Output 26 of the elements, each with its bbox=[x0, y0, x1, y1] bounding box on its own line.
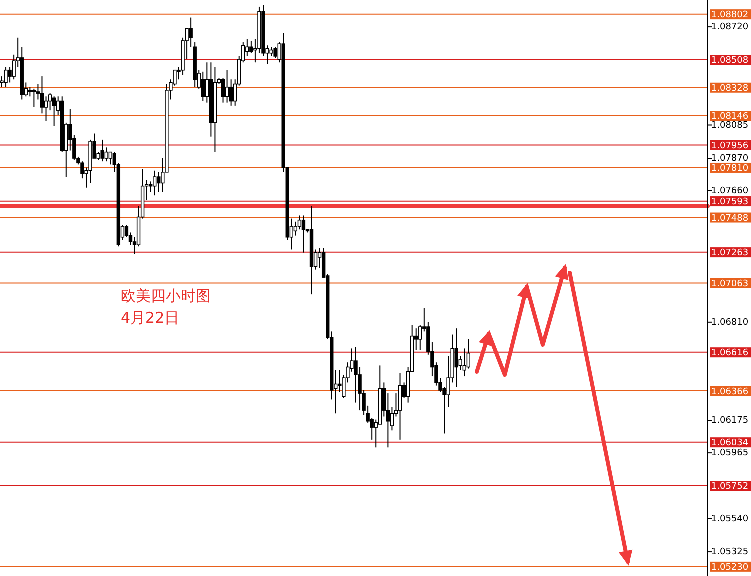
y-tick-label: 1.06810 bbox=[711, 318, 749, 328]
ref-line-label: 1.07593 bbox=[711, 198, 749, 208]
y-tick-label: 1.07660 bbox=[711, 186, 749, 196]
ref-line-label: 1.06034 bbox=[711, 438, 749, 449]
y-tick-label: 1.05540 bbox=[711, 514, 749, 524]
annotation: 4月22日 bbox=[121, 309, 180, 327]
ref-line-label: 1.07063 bbox=[711, 279, 749, 290]
ref-line-label: 1.08146 bbox=[711, 112, 749, 122]
ref-line-label: 1.08802 bbox=[711, 10, 749, 21]
ref-line-label: 1.06616 bbox=[711, 348, 749, 359]
ref-line-label: 1.06366 bbox=[711, 387, 749, 398]
ref-line-label: 1.07263 bbox=[711, 248, 749, 259]
annotation: 欧美四小时图 bbox=[121, 287, 211, 305]
y-tick-label: 1.06175 bbox=[711, 416, 749, 426]
ref-line-label: 1.05752 bbox=[711, 482, 749, 492]
y-tick-label: 1.05965 bbox=[711, 448, 749, 459]
y-tick-label: 1.05325 bbox=[711, 548, 749, 558]
y-tick-label: 1.08720 bbox=[711, 22, 749, 33]
ref-line-label: 1.08508 bbox=[711, 56, 749, 66]
y-tick-label: 1.08085 bbox=[711, 120, 749, 131]
ref-line-label: 1.07810 bbox=[711, 164, 749, 174]
ref-line-label: 1.05230 bbox=[711, 562, 749, 573]
ref-line-label: 1.08328 bbox=[711, 84, 749, 94]
ref-line-label: 1.07488 bbox=[711, 214, 749, 224]
y-tick-label: 1.07870 bbox=[711, 154, 749, 164]
ref-line-label: 1.07956 bbox=[711, 141, 749, 152]
